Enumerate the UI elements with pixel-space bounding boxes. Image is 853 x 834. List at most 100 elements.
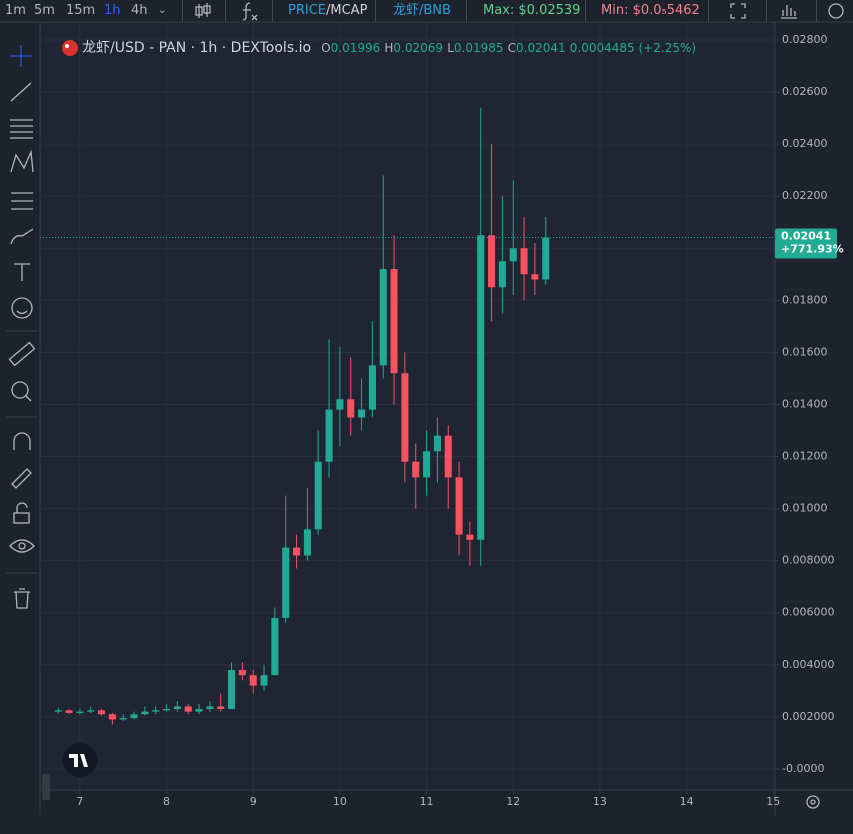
indicators-button[interactable] [238, 1, 260, 21]
candle-body [260, 675, 268, 686]
legend-value: 0.01996 [330, 41, 381, 55]
x-tick-label: 9 [250, 795, 257, 808]
separator [375, 0, 376, 22]
trendline-tool[interactable] [10, 82, 32, 102]
lock-tool[interactable] [13, 502, 30, 524]
candle-body [498, 261, 506, 288]
candle-body [130, 714, 138, 719]
emoji-tool[interactable] [11, 297, 33, 319]
y-tick-label: 0.01000 [782, 502, 828, 515]
separator [182, 0, 183, 22]
symbol-icon [62, 40, 78, 56]
y-tick-label: 0.004000 [782, 658, 835, 671]
y-tick-label: 0.02200 [782, 189, 828, 202]
legend-change: 0.0004485 (+2.25%) [569, 41, 697, 55]
magnet-tool[interactable] [13, 432, 31, 450]
y-tick-label: 0.01600 [782, 345, 828, 358]
interval-button[interactable]: 4h [131, 3, 148, 18]
candle-body [466, 534, 474, 540]
legend-value: 0.01985 [453, 41, 504, 55]
interval-button[interactable]: 1h [104, 3, 121, 18]
price-mcap-toggle[interactable]: PRICE/MCAP [288, 2, 367, 20]
text-tool[interactable] [14, 263, 30, 281]
candle-body [293, 547, 301, 556]
candle-body [217, 706, 225, 710]
separator [466, 0, 467, 22]
legend-key: L [447, 41, 454, 55]
zoom-tool[interactable] [11, 381, 32, 402]
screenshot-button[interactable] [779, 1, 799, 21]
candle-body [98, 710, 106, 715]
separator [225, 0, 226, 22]
interval-button[interactable]: 15m [66, 3, 96, 18]
ruler-tool[interactable] [8, 341, 36, 367]
candle-body [314, 461, 322, 530]
settings-button[interactable] [806, 795, 820, 809]
scroll-handle[interactable] [42, 774, 50, 800]
candle-body [65, 710, 73, 713]
fib-tool[interactable] [10, 119, 33, 139]
x-tick-label: 15 [766, 795, 780, 808]
mcap-toggle[interactable]: /MCAP [326, 3, 368, 18]
visibility-tool[interactable] [9, 539, 35, 553]
legend-key: H [384, 41, 394, 55]
candle-body [401, 373, 409, 462]
delete-tool[interactable] [14, 588, 30, 609]
y-tick-label: 0.008000 [782, 554, 835, 567]
candle-body [303, 529, 311, 556]
interval-button[interactable]: 5m [34, 3, 55, 18]
candle-body [520, 248, 528, 275]
candle-body [54, 710, 62, 712]
candle-body [141, 711, 149, 715]
candle-body [238, 669, 246, 676]
brush-tool[interactable] [10, 228, 34, 245]
interval-button[interactable]: 1m [5, 3, 26, 18]
candle-body [271, 617, 279, 676]
candle-body [358, 409, 366, 418]
x-tick-label: 14 [680, 795, 694, 808]
pair-toggle[interactable]: 龙虾/BNB [393, 3, 451, 18]
x-tick-label: 8 [163, 795, 170, 808]
candle-body [423, 451, 431, 478]
y-tick-label: 0.02800 [782, 33, 828, 46]
y-tick-label: 0.02600 [782, 85, 828, 98]
more-button[interactable] [826, 1, 846, 21]
y-tick-label: 0.01400 [782, 397, 828, 410]
candle-body [368, 365, 376, 410]
candle-body [542, 237, 550, 280]
legend-value: 0.02069 [393, 41, 444, 55]
drawing-tools [6, 45, 50, 800]
candle-body [282, 547, 290, 618]
candle-body [347, 399, 355, 418]
candle-body [87, 710, 95, 712]
legend-key: C [507, 41, 517, 55]
legend-value: 0.02041 [516, 41, 566, 55]
price-toggle[interactable]: PRICE [288, 3, 326, 18]
y-tick-label: 0.02400 [782, 137, 828, 150]
y-tick-label: 0.01800 [782, 293, 828, 306]
candle-body [412, 461, 420, 478]
fullscreen-button[interactable] [728, 1, 748, 21]
candle-body [336, 399, 344, 410]
last-price-box [775, 228, 837, 259]
x-tick-label: 10 [333, 795, 347, 808]
candle-body [206, 706, 214, 710]
candle-body [325, 409, 333, 462]
x-tick-label: 11 [420, 795, 434, 808]
candle-body [173, 706, 181, 710]
separator [708, 0, 709, 22]
lock-drawing-tool[interactable] [11, 468, 32, 489]
interval-dropdown[interactable]: ⌄ [158, 5, 167, 16]
chart-type-button[interactable] [193, 1, 213, 21]
x-tick-label: 12 [506, 795, 520, 808]
tradingview-logo [63, 743, 97, 777]
symbol-title: 龙虾/USD - PAN · 1h · DEXTools.io [82, 40, 312, 56]
last-change-label: +771.93% [781, 243, 844, 256]
crosshair-tool[interactable] [10, 45, 32, 67]
min-price: Min: $0.0₅5462 [601, 3, 700, 18]
prediction-tool[interactable] [11, 192, 33, 210]
pattern-tool[interactable] [10, 149, 34, 173]
y-tick-label: -0.0000 [782, 762, 824, 775]
candle-body [488, 235, 496, 288]
